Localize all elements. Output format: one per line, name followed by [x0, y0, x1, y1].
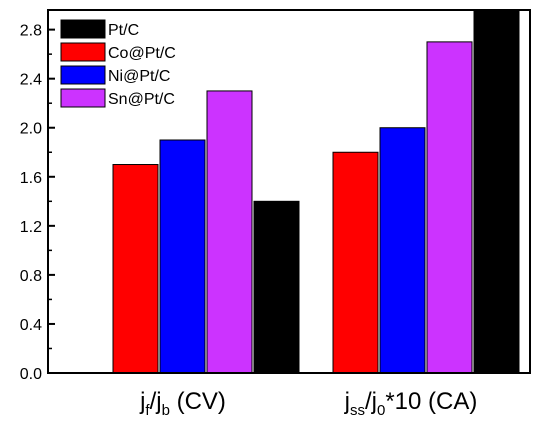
bar-pt-c-cat1: [473, 9, 520, 374]
y-tick-label: 2.8: [20, 23, 42, 40]
y-tick-label: 1.2: [20, 219, 42, 236]
legend-label: Pt/C: [108, 22, 139, 39]
y-tick-label: 0.0: [20, 366, 42, 383]
bar-co-pt-c-cat1: [332, 151, 379, 374]
legend-swatch: [60, 65, 106, 85]
bars-group: [112, 9, 520, 374]
x-axis: jf/jb (CV) jss/j0*10 (CA): [139, 388, 477, 419]
y-tick-label: 0.4: [20, 317, 42, 334]
bar-sn-pt-c-cat0: [206, 90, 253, 374]
y-tick-label: 2.4: [20, 72, 42, 89]
legend: Pt/C Co@Pt/C Ni@Pt/C Sn@Pt/C: [60, 19, 176, 108]
bar-co-pt-c-cat0: [112, 164, 159, 374]
y-axis: 0.0 0.4 0.8 1.2 1.6 2.0 2.4 2.8: [20, 23, 55, 383]
x-category-label: jss/j0*10 (CA): [344, 388, 478, 419]
bar-ni-pt-c-cat1: [379, 127, 426, 374]
legend-label: Co@Pt/C: [108, 45, 176, 62]
legend-swatch: [60, 88, 106, 108]
bar-pt-c-cat0: [253, 200, 300, 374]
bar-sn-pt-c-cat1: [426, 41, 473, 374]
y-tick-label: 1.6: [20, 170, 42, 187]
y-tick-label: 2.0: [20, 121, 42, 138]
plot-frame: [47, 9, 531, 374]
y-tick-label: 0.8: [20, 268, 42, 285]
legend-swatch: [60, 42, 106, 62]
bar-ni-pt-c-cat0: [159, 139, 206, 374]
legend-label: Ni@Pt/C: [108, 68, 170, 85]
legend-swatch: [60, 19, 106, 39]
x-category-label: jf/jb (CV): [139, 388, 226, 419]
legend-label: Sn@Pt/C: [108, 91, 175, 108]
